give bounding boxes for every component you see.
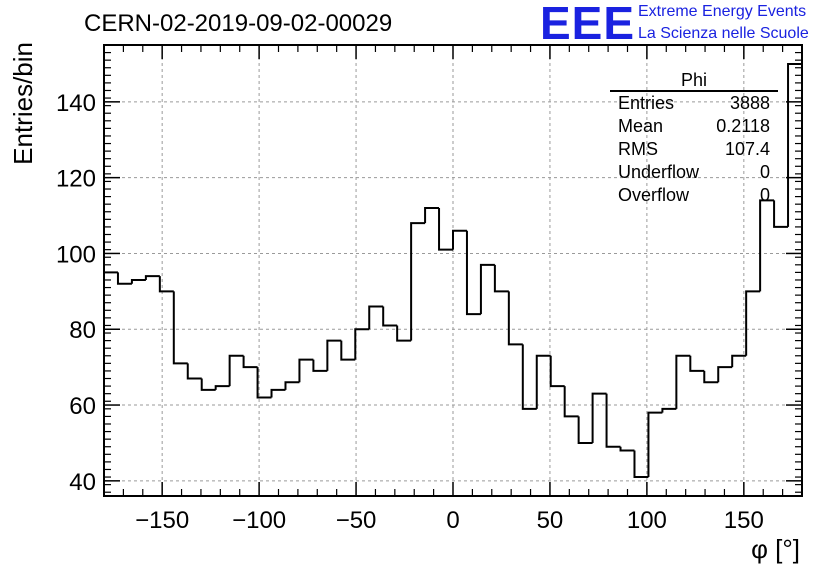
y-tick-label: 100 (56, 241, 96, 268)
chart-title: CERN-02-2019-09-02-00029 (84, 10, 393, 37)
stats-row: Overflow 0 (610, 184, 778, 207)
histogram-bin (354, 328, 370, 360)
histogram-series (104, 62, 802, 479)
y-tick-label: 140 (56, 90, 96, 117)
stats-value: 107.4 (724, 139, 770, 159)
stats-row: RMS 107.4 (610, 138, 778, 161)
histogram-bin (116, 272, 132, 285)
histogram-bin (661, 407, 677, 413)
histogram-bin (521, 344, 537, 410)
stats-title: Phi (610, 70, 778, 92)
histogram-bin (382, 306, 398, 327)
histogram-bin (703, 370, 719, 384)
stats-label: RMS (618, 139, 658, 159)
stats-value: 3888 (729, 93, 770, 113)
stats-label: Mean (618, 116, 664, 136)
histogram-bin (284, 381, 300, 390)
histogram-bin (633, 450, 649, 479)
histogram-bin (689, 355, 705, 372)
histogram-bin (717, 366, 733, 383)
x-tick-label: 100 (627, 507, 667, 534)
histogram-bin (340, 340, 356, 361)
histogram-bin (773, 200, 789, 228)
histogram-bin (214, 385, 230, 390)
histogram-bin (452, 229, 467, 250)
histogram-bin (396, 325, 412, 342)
histogram-bin (745, 290, 761, 356)
y-axis-title: Entries/bin (8, 42, 38, 165)
stats-box: Phi Entries 3888 Mean 0.2118 RMS 107.4 Underfl… (610, 70, 778, 207)
histogram-bin (759, 199, 775, 292)
x-tick-label: −100 (232, 507, 286, 534)
histogram-bin (647, 411, 663, 478)
histogram-bin (731, 354, 747, 368)
stats-row: Entries 3888 (610, 92, 778, 115)
histogram-bin (200, 378, 216, 391)
histogram-bin (535, 354, 551, 409)
stats-row: Underflow 0 (610, 161, 778, 184)
histogram-bin (493, 264, 509, 293)
histogram-bin (270, 388, 286, 398)
x-tick-label: −50 (336, 507, 377, 534)
histogram-bin (186, 363, 202, 380)
stats-rows: Entries 3888 Mean 0.2118 RMS 107.4 Underflow 0 O… (610, 92, 778, 207)
grid (104, 45, 802, 496)
histogram-bin (438, 207, 453, 251)
tick-labels: −150 −100 −50 0 50 100 150 40 60 80 100 120 140 (56, 90, 764, 534)
histogram-bin (298, 358, 314, 383)
y-tick-label: 80 (69, 317, 96, 344)
stats-label: Entries (618, 93, 675, 113)
y-tick-label: 60 (69, 393, 96, 420)
histogram-bin (465, 230, 481, 316)
histogram-bin (619, 446, 635, 452)
stats-value: 0 (759, 185, 770, 205)
x-tick-label: 50 (537, 507, 564, 534)
axis-ticks (104, 44, 802, 496)
x-axis-title: φ [°] (751, 534, 800, 564)
histogram-bin (410, 222, 426, 341)
histogram-bin (549, 355, 565, 388)
stats-label: Overflow (618, 185, 690, 205)
histogram-bin (158, 276, 174, 293)
stats-row: Mean 0.2118 (610, 115, 778, 138)
stats-value: 0.2118 (716, 116, 770, 136)
histogram-bin (144, 275, 160, 280)
histogram-bin (172, 291, 188, 365)
histogram-bin (130, 278, 146, 284)
histogram-bin (605, 393, 621, 448)
logo-subtitle-2: La Scienza nelle Scuole (638, 25, 809, 42)
stats-value: 0 (759, 162, 770, 182)
histogram-bin (577, 416, 593, 444)
x-tick-label: −150 (135, 507, 189, 534)
histogram-bin (479, 263, 495, 315)
histogram-bin (563, 386, 579, 418)
histogram-bin (242, 355, 258, 369)
histogram-bin (507, 291, 523, 346)
y-tick-label: 120 (56, 166, 96, 193)
histogram-bin (326, 339, 342, 371)
x-tick-label: 0 (446, 507, 459, 534)
histogram-bin (675, 354, 691, 409)
histogram-bin (312, 359, 328, 372)
y-tick-label: 40 (69, 469, 96, 496)
histogram-bin (228, 354, 244, 387)
histogram-bin (424, 206, 440, 224)
logo-subtitle-1: Extreme Energy Events (638, 3, 807, 20)
x-tick-label: 150 (724, 507, 764, 534)
eee-logo: EEE (540, 0, 636, 49)
stats-label: Underflow (618, 162, 700, 182)
histogram-bin (591, 392, 607, 443)
histogram-bin (256, 367, 272, 399)
histogram-bin (787, 62, 802, 227)
histogram-bin (368, 305, 384, 330)
